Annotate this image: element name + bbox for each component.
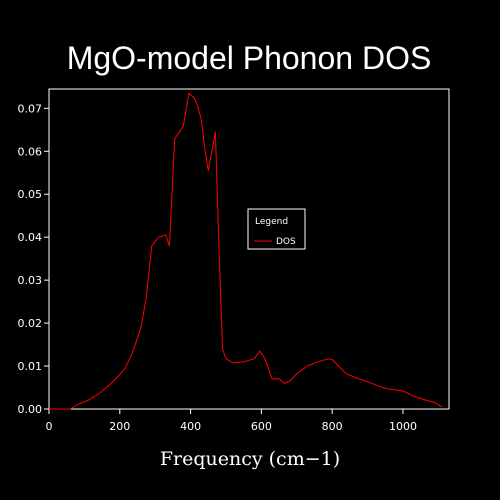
y-axis: 0.00 0.01 0.02 0.03 0.04 0.05 0.06 0.07 (18, 102, 49, 416)
x-axis: 0 200 400 600 800 1000 (46, 409, 417, 433)
series-line-dos (49, 92, 443, 410)
legend-entry-dos: DOS (276, 237, 296, 247)
x-axis-label: Frequency (cm−1) (160, 448, 340, 470)
y-tick-label: 0.06 (18, 145, 43, 158)
y-tick-label: 0.03 (18, 274, 43, 287)
x-tick-label: 800 (322, 420, 343, 433)
y-tick-label: 0.00 (18, 403, 43, 416)
chart-title: MgO-model Phonon DOS (67, 40, 432, 76)
legend-title: Legend (255, 217, 288, 227)
x-tick-label: 0 (46, 420, 53, 433)
y-tick-label: 0.02 (18, 317, 43, 330)
x-tick-label: 1000 (389, 420, 417, 433)
legend: Legend DOS (247, 208, 306, 250)
y-tick-label: 0.01 (18, 360, 43, 373)
plot-area (48, 88, 450, 410)
legend-box (247, 208, 306, 250)
y-tick-label: 0.04 (18, 231, 43, 244)
y-tick-label: 0.05 (18, 188, 43, 201)
x-tick-label: 600 (251, 420, 272, 433)
x-tick-label: 200 (109, 420, 130, 433)
x-tick-label: 400 (180, 420, 201, 433)
y-tick-label: 0.07 (18, 102, 43, 115)
